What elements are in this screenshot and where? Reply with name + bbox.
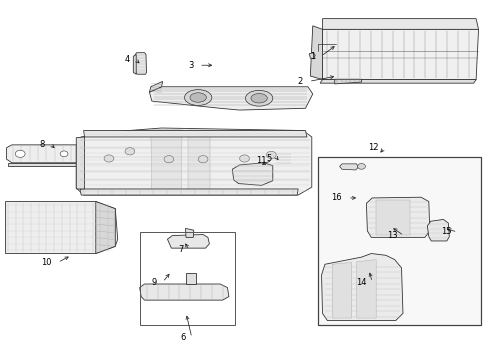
Polygon shape	[310, 26, 322, 80]
Text: 8: 8	[39, 140, 44, 149]
Circle shape	[125, 148, 135, 155]
Polygon shape	[427, 220, 448, 241]
Circle shape	[15, 150, 25, 157]
Polygon shape	[140, 284, 228, 300]
Ellipse shape	[250, 94, 267, 103]
Text: 16: 16	[331, 193, 341, 202]
Polygon shape	[83, 131, 306, 137]
Text: 12: 12	[367, 143, 378, 152]
Polygon shape	[320, 80, 475, 83]
Text: 13: 13	[386, 231, 397, 240]
Polygon shape	[309, 53, 315, 59]
Text: 14: 14	[355, 278, 366, 287]
Polygon shape	[149, 81, 162, 92]
Polygon shape	[5, 202, 118, 253]
Polygon shape	[8, 163, 81, 166]
Text: 6: 6	[180, 333, 185, 342]
Text: 7: 7	[178, 246, 183, 255]
Circle shape	[239, 155, 249, 162]
Text: 2: 2	[297, 77, 303, 86]
Circle shape	[104, 155, 114, 162]
Polygon shape	[96, 202, 115, 253]
Polygon shape	[273, 150, 292, 166]
Polygon shape	[339, 164, 357, 170]
Ellipse shape	[245, 90, 272, 106]
Circle shape	[60, 151, 68, 157]
Polygon shape	[6, 145, 84, 163]
Polygon shape	[232, 163, 272, 185]
Circle shape	[266, 151, 276, 158]
Polygon shape	[133, 54, 136, 74]
Bar	[317, 157, 480, 325]
Text: 5: 5	[265, 154, 271, 163]
Polygon shape	[321, 253, 402, 320]
Polygon shape	[322, 19, 478, 30]
Circle shape	[163, 156, 173, 163]
Text: 1: 1	[309, 52, 315, 61]
Ellipse shape	[184, 90, 211, 105]
Polygon shape	[356, 260, 375, 318]
Bar	[140, 232, 234, 325]
Polygon shape	[322, 30, 478, 80]
Polygon shape	[167, 234, 209, 248]
Polygon shape	[185, 228, 193, 237]
Text: 3: 3	[187, 61, 193, 70]
Polygon shape	[366, 197, 429, 237]
Text: 9: 9	[151, 278, 157, 287]
Polygon shape	[185, 273, 195, 284]
Polygon shape	[76, 128, 311, 195]
Circle shape	[198, 156, 207, 163]
Text: 10: 10	[41, 258, 52, 267]
Text: 15: 15	[440, 228, 451, 237]
Polygon shape	[151, 130, 182, 194]
Polygon shape	[334, 79, 361, 84]
Polygon shape	[76, 137, 84, 189]
Circle shape	[357, 163, 365, 169]
Polygon shape	[80, 189, 298, 195]
Polygon shape	[149, 87, 312, 110]
Ellipse shape	[190, 93, 206, 102]
Polygon shape	[331, 262, 351, 318]
Text: 4: 4	[124, 55, 130, 64]
Polygon shape	[135, 53, 146, 74]
Polygon shape	[188, 130, 210, 194]
Polygon shape	[375, 200, 409, 234]
Text: 11: 11	[255, 156, 266, 165]
